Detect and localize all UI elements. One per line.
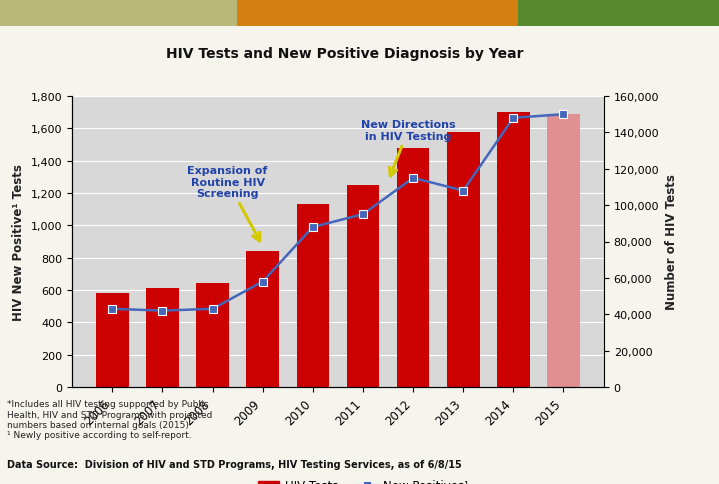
Bar (447, 132, 480, 387)
Bar (247, 252, 279, 387)
Bar (237, 0, 518, 27)
Bar (146, 289, 179, 387)
Legend: HIV Tests, New Positives¹: HIV Tests, New Positives¹ (253, 474, 475, 484)
Bar (397, 149, 429, 387)
Bar (497, 113, 530, 387)
Text: *Includes all HIV testing supported by Public
Health, HIV and STD Programs with : *Includes all HIV testing supported by P… (7, 399, 213, 439)
Bar (196, 283, 229, 387)
Text: Expansion of
Routine HIV
Screening: Expansion of Routine HIV Screening (188, 166, 268, 242)
Text: HIV Tests and New Positive Diagnosis by Year: HIV Tests and New Positive Diagnosis by … (166, 46, 524, 60)
Y-axis label: Number of HIV Tests: Number of HIV Tests (665, 174, 678, 310)
Text: New Directions
in HIV Testing: New Directions in HIV Testing (361, 120, 455, 177)
Bar (347, 185, 380, 387)
Bar (547, 115, 580, 387)
Text: Data Source:  Division of HIV and STD Programs, HIV Testing Services, as of 6/8/: Data Source: Division of HIV and STD Pro… (7, 459, 462, 469)
Bar (518, 0, 719, 27)
Y-axis label: HIV New Positive¹ Tests: HIV New Positive¹ Tests (12, 164, 25, 320)
Bar (0, 0, 237, 27)
Bar (296, 205, 329, 387)
Bar (96, 294, 129, 387)
